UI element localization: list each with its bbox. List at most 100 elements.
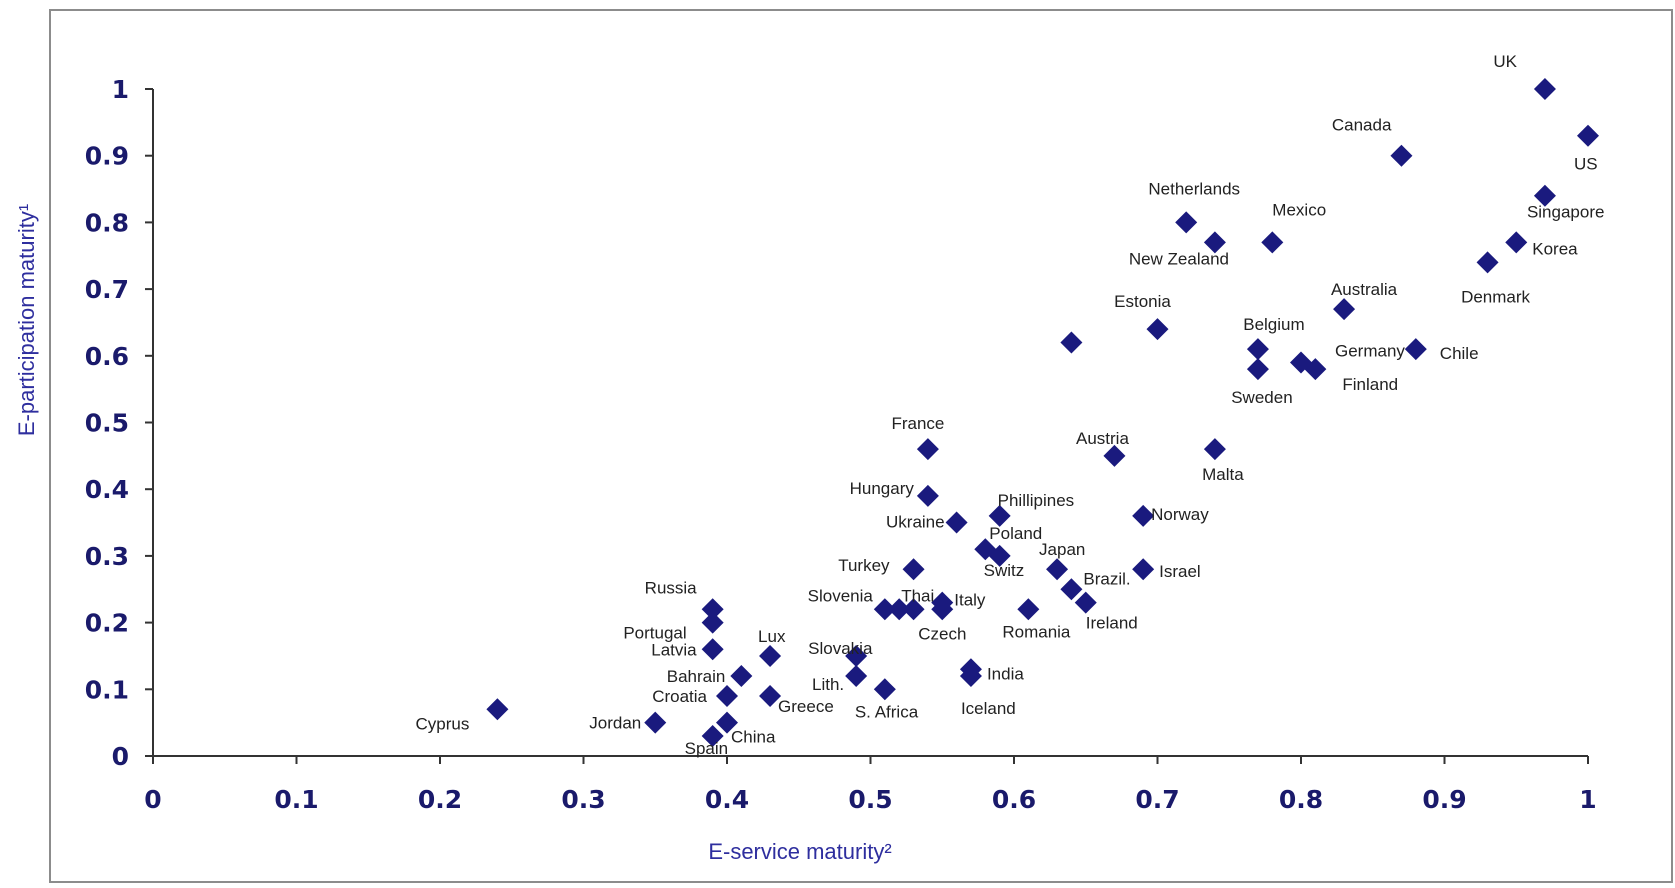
data-point-label: Canada (1332, 116, 1392, 135)
data-point-label: Cyprus (416, 714, 470, 733)
y-tick-label: 0.5 (85, 409, 129, 438)
data-point-label: Greece (778, 697, 834, 716)
data-point-marker (888, 598, 911, 621)
data-point-marker (716, 711, 738, 734)
data-point-marker (1505, 231, 1528, 254)
data-point-marker (701, 611, 724, 634)
data-point-label: Estonia (1114, 292, 1171, 311)
y-tick-label: 0.8 (85, 208, 129, 237)
data-point-marker (1103, 444, 1126, 467)
x-tick-label: 0.7 (1135, 785, 1179, 814)
x-axis-title: E-service maturity² (708, 839, 891, 864)
data-point-marker (1577, 124, 1599, 147)
x-tick-label: 0.8 (1279, 785, 1323, 814)
data-point-label: Belgium (1243, 315, 1304, 334)
data-point-label: Denmark (1461, 287, 1530, 306)
data-point-label: Malta (1202, 465, 1244, 484)
y-tick-label: 0.1 (85, 675, 129, 704)
data-point-label: Slovenia (808, 586, 874, 605)
data-points (486, 78, 1599, 747)
data-point-marker (701, 724, 724, 747)
data-point-label: Brazil. (1083, 569, 1130, 588)
data-point-marker (1060, 578, 1083, 601)
y-axis-ticks: 0 0.1 0.2 0.3 0.4 0.5 0.6 0.7 0.8 0.9 1 (85, 75, 153, 771)
data-point-label: Norway (1151, 505, 1209, 524)
x-tick-label: 1 (1579, 785, 1596, 814)
data-point-label: S. Africa (855, 702, 919, 721)
x-tick-label: 0.6 (992, 785, 1036, 814)
data-point-marker (1175, 211, 1198, 234)
data-point-marker (988, 544, 1011, 567)
data-point-label: Phillipines (998, 491, 1075, 510)
x-tick-label: 0.3 (561, 785, 605, 814)
data-point-label: Spain (685, 739, 728, 758)
y-tick-label: 0 (112, 742, 129, 771)
data-point-marker (1261, 231, 1284, 254)
data-point-label: Chile (1440, 344, 1479, 363)
data-point-label: India (987, 664, 1024, 683)
point-labels: UK US Canada Singapore Netherlands New Zealan… (416, 52, 1605, 758)
data-point-marker (701, 598, 724, 621)
data-point-label: Ukraine (886, 513, 945, 532)
data-point-marker (1132, 558, 1155, 581)
y-axis-title: E-participation maturity¹ (14, 204, 39, 436)
data-point-label: Jordan (589, 714, 641, 733)
x-tick-label: 0.5 (848, 785, 892, 814)
data-point-marker (1304, 358, 1327, 381)
data-point-label: Thai (901, 586, 934, 605)
y-tick-label: 0.7 (85, 275, 129, 304)
data-point-label: Finland (1342, 375, 1398, 394)
data-point-marker (1203, 231, 1226, 254)
data-point-marker (1246, 338, 1269, 361)
data-point-label: Mexico (1272, 200, 1326, 219)
x-tick-label: 0.2 (418, 785, 462, 814)
data-point-marker (759, 684, 782, 707)
data-point-marker (1333, 298, 1356, 321)
data-point-marker (1132, 504, 1155, 527)
data-point-marker (701, 638, 724, 661)
x-tick-label: 0.4 (705, 785, 749, 814)
data-point-label: Korea (1532, 239, 1578, 258)
data-point-label: Switz (984, 561, 1025, 580)
data-point-marker (1074, 591, 1097, 614)
data-point-label: Lux (758, 627, 786, 646)
data-point-label: Romania (1002, 622, 1071, 641)
data-point-label: Latvia (651, 640, 697, 659)
y-tick-label: 0.4 (85, 475, 129, 504)
data-point-marker (730, 664, 753, 687)
data-point-marker (916, 484, 939, 507)
chart-border (49, 9, 1673, 883)
data-point-label: Netherlands (1148, 179, 1240, 198)
data-point-label: Italy (954, 591, 986, 610)
x-axis-ticks: 0 0.1 0.2 0.3 0.4 0.5 0.6 0.7 0.8 0.9 1 (144, 756, 1597, 814)
data-point-label: Singapore (1527, 203, 1605, 222)
data-point-label: Poland (989, 524, 1042, 543)
data-point-label: New Zealand (1129, 249, 1229, 268)
data-point-marker (988, 504, 1011, 527)
data-point-marker (1017, 598, 1040, 621)
data-point-label: Germany (1335, 341, 1405, 360)
data-point-marker (1060, 331, 1083, 354)
x-tick-label: 0.1 (274, 785, 318, 814)
data-point-label: Iceland (961, 699, 1016, 718)
data-point-marker (1533, 78, 1556, 100)
data-point-label: Lith. (812, 675, 844, 694)
data-point-marker (845, 644, 868, 667)
data-point-label: Israel (1159, 562, 1201, 581)
data-point-label: Bahrain (667, 667, 726, 686)
data-point-label: Russia (645, 578, 698, 597)
data-point-marker (902, 598, 925, 621)
data-point-marker (959, 664, 982, 687)
data-point-marker (873, 598, 896, 621)
data-point-label: France (891, 414, 944, 433)
data-point-marker (931, 598, 954, 621)
y-tick-label: 1 (112, 75, 129, 104)
data-point-marker (1390, 144, 1413, 167)
data-point-label: China (731, 728, 776, 747)
y-tick-label: 0.2 (85, 609, 129, 638)
data-point-label: Croatia (652, 687, 707, 706)
data-point-marker (1046, 558, 1069, 581)
data-point-marker (1533, 184, 1556, 207)
